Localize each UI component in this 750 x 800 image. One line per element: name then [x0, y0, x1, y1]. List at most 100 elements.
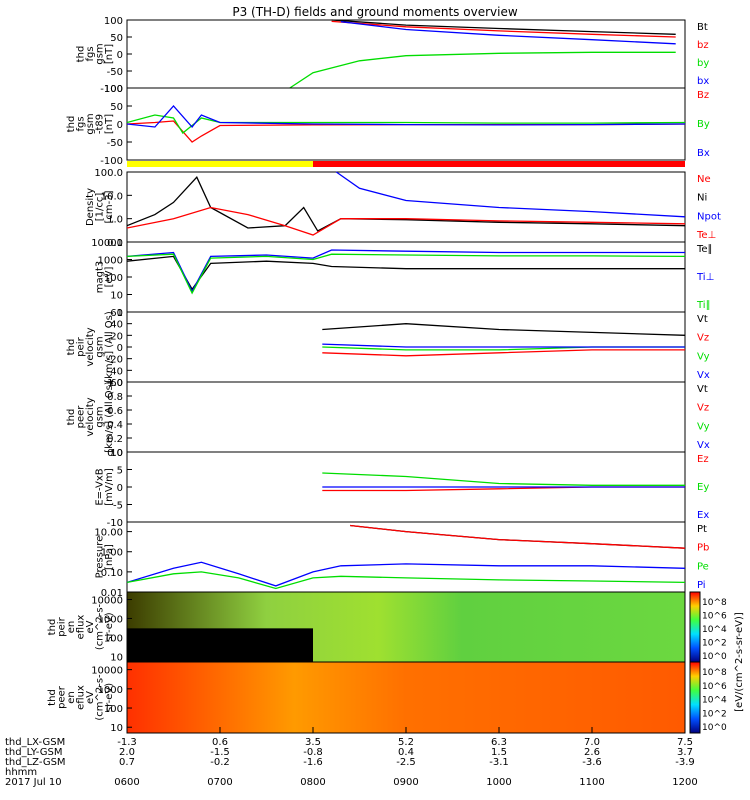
y-tick-label: -100	[100, 156, 123, 167]
panel-temp: 10000 1000 100 10 1 magt3[eV] Te∥ Ti⊥ Ti∥	[91, 238, 714, 319]
y-tick-label: 1	[117, 308, 123, 319]
legend-Ti∥: Ti∥	[696, 300, 711, 311]
x-row-value: 1.5	[491, 747, 507, 758]
legend-Vz: Vz	[697, 403, 709, 414]
y-tick-label: 1000	[98, 685, 123, 696]
y-axis-label: eV	[85, 691, 96, 704]
series-Vz	[322, 349, 685, 357]
y-axis-label: [km/s] (All Qs)	[104, 311, 115, 383]
y-tick-label: 10.00	[94, 528, 123, 539]
legend-Pb: Pb	[697, 543, 709, 554]
y-axis-label: (cm^2-s-	[95, 603, 106, 650]
y-axis-label: gsm	[95, 43, 106, 64]
x-row-value: -1.6	[303, 757, 323, 768]
y-tick-label: 0	[117, 343, 123, 354]
y-tick-label: 0.4	[107, 420, 123, 431]
legend-Vx: Vx	[697, 370, 710, 381]
series-Ne	[126, 206, 686, 236]
legend-Vy: Vy	[697, 421, 710, 432]
y-axis-label: [mV/m]	[104, 468, 115, 506]
colorbar-tick-label: 10^8	[702, 598, 727, 608]
x-row-value: -2.5	[396, 757, 416, 768]
y-axis-label: fgs	[76, 116, 87, 131]
x-row-value: 7.0	[584, 737, 600, 748]
y-tick-label: 1.0	[107, 378, 123, 389]
series-Ni	[126, 176, 686, 232]
x-row-value: 2.6	[584, 747, 600, 758]
series-Pe	[126, 571, 686, 590]
legend-by: by	[697, 58, 709, 69]
y-tick-label: 0.0	[107, 448, 123, 459]
y-tick-label: 50	[110, 102, 123, 113]
y-axis-label: -t89	[95, 114, 106, 134]
series-Bt	[331, 19, 676, 35]
y-axis-label: velocity	[85, 327, 96, 366]
legend-By: By	[697, 119, 710, 130]
mode-bar-red	[313, 161, 685, 167]
colorbar-tick-label: 10^6	[702, 682, 727, 692]
y-tick-label: 100	[104, 273, 123, 284]
colorbar-tick-label: 10^4	[702, 696, 727, 706]
x-row-value: -0.8	[303, 747, 323, 758]
x-row-value: 0.7	[119, 757, 135, 768]
y-tick-label: 0.1	[107, 238, 123, 249]
y-tick-label: 10.0	[101, 191, 123, 202]
x-row-value: 3.7	[677, 747, 693, 758]
y-tick-label: 100.0	[94, 168, 123, 179]
y-axis-label: E=-VxB	[95, 468, 106, 505]
x-row-label: thd_LY-GSM	[5, 747, 62, 758]
y-tick-label: -50	[107, 67, 123, 78]
y-tick-label: 100	[104, 84, 123, 95]
y-tick-label: 0.2	[107, 434, 123, 445]
x-row-value: 7.5	[677, 737, 693, 748]
series-Bx	[126, 105, 686, 129]
legend-bx: bx	[697, 76, 709, 87]
x-tick-label-hhmm: 1200	[672, 777, 697, 788]
y-axis-label: gsm	[85, 113, 96, 134]
y-tick-label: 0.8	[107, 392, 123, 403]
y-axis-label: peer	[76, 405, 87, 429]
x-row-value: 5.2	[398, 737, 414, 748]
y-axis-label: eV	[85, 620, 96, 633]
y-axis-label: [nT]	[104, 44, 115, 64]
y-tick-label: -60	[107, 378, 123, 389]
x-row-value: -1.5	[210, 747, 230, 758]
y-axis-label: thd	[66, 116, 77, 133]
legend-Te⊥: Te⊥	[696, 230, 716, 241]
y-axis-label: (cm^2-s-	[95, 674, 106, 721]
series-Pi	[126, 561, 686, 587]
y-tick-label: 10	[110, 448, 123, 459]
y-axis-label: thd	[76, 46, 87, 63]
legend-Pe: Pe	[697, 561, 709, 572]
y-tick-label: 60	[110, 308, 123, 319]
y-axis-label: sr-eV)	[104, 683, 115, 712]
y-axis-label: peir	[57, 616, 68, 636]
panel-frame	[126, 19, 686, 89]
series-Vt	[322, 323, 686, 336]
mode-bar-yellow	[127, 161, 313, 167]
series-Ti∥	[126, 253, 686, 295]
series-by	[289, 51, 676, 89]
y-tick-label: 0.10	[101, 568, 123, 579]
legend-Vy: Vy	[697, 351, 710, 362]
y-tick-label: 40	[110, 320, 123, 331]
y-tick-label: 0	[117, 120, 123, 131]
colorbar-tick-label: 10^4	[702, 625, 727, 635]
y-tick-label: -100	[100, 84, 123, 95]
y-tick-label: 20	[110, 331, 123, 342]
y-tick-label: -40	[107, 366, 123, 377]
x-row-label: hhmm	[5, 767, 37, 778]
y-tick-label: -50	[107, 138, 123, 149]
y-axis-label: [eV]	[104, 267, 115, 288]
legend-Ti⊥: Ti⊥	[696, 272, 714, 283]
legend-Bz: Bz	[697, 90, 709, 101]
series-bz	[331, 20, 676, 38]
legend-Ni: Ni	[697, 193, 707, 204]
plot-title: P3 (TH-D) fields and ground moments over…	[232, 5, 517, 19]
y-axis-label: velocity	[85, 397, 96, 436]
legend-Pi: Pi	[697, 580, 706, 591]
y-tick-label: 1.0	[107, 215, 123, 226]
